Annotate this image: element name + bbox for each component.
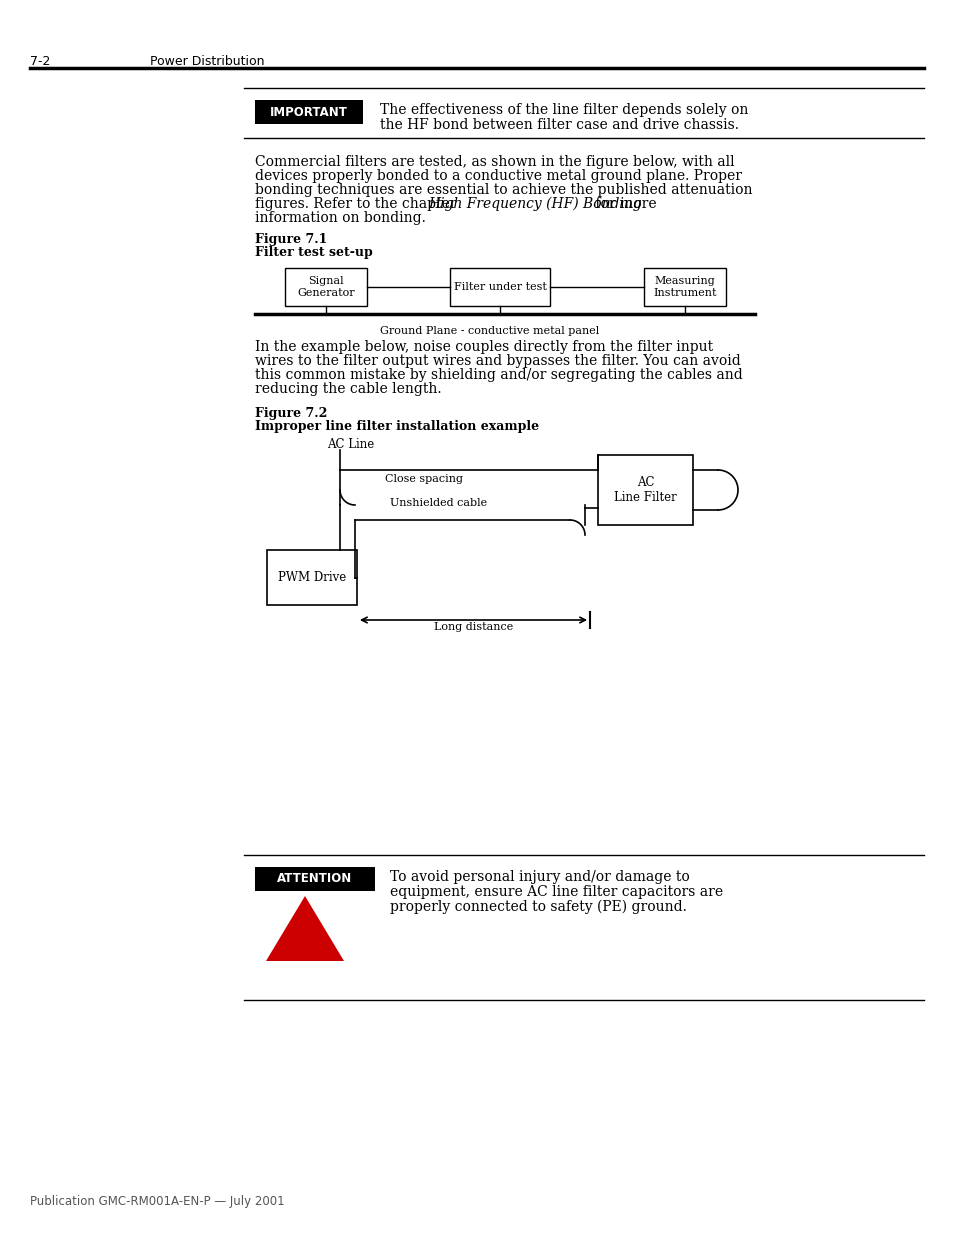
Text: Filter test set-up: Filter test set-up	[254, 246, 373, 259]
Text: wires to the filter output wires and bypasses the filter. You can avoid: wires to the filter output wires and byp…	[254, 354, 740, 368]
Bar	[254, 100, 363, 124]
Text: To avoid personal injury and/or damage to: To avoid personal injury and/or damage t…	[390, 869, 689, 884]
Text: Power Distribution: Power Distribution	[150, 56, 264, 68]
Bar	[285, 268, 367, 306]
Text: devices properly bonded to a conductive metal ground plane. Proper: devices properly bonded to a conductive …	[254, 169, 741, 183]
Text: Close spacing: Close spacing	[385, 474, 462, 484]
Bar	[450, 268, 550, 306]
Text: High Frequency (HF) Bonding: High Frequency (HF) Bonding	[428, 198, 641, 211]
Bar	[598, 454, 692, 525]
Text: In the example below, noise couples directly from the filter input: In the example below, noise couples dire…	[254, 340, 713, 354]
Text: Signal
Generator: Signal Generator	[297, 277, 355, 298]
Text: Improper line filter installation example: Improper line filter installation exampl…	[254, 420, 538, 433]
Text: equipment, ensure AC line filter capacitors are: equipment, ensure AC line filter capacit…	[390, 885, 722, 899]
Polygon shape	[266, 897, 344, 961]
Text: AC
Line Filter: AC Line Filter	[614, 475, 677, 504]
Text: reducing the cable length.: reducing the cable length.	[254, 382, 441, 396]
Text: information on bonding.: information on bonding.	[254, 211, 425, 225]
Bar	[643, 268, 725, 306]
Bar	[254, 867, 375, 890]
Text: this common mistake by shielding and/or segregating the cables and: this common mistake by shielding and/or …	[254, 368, 742, 382]
Text: The effectiveness of the line filter depends solely on: The effectiveness of the line filter dep…	[379, 103, 747, 117]
Text: Long distance: Long distance	[434, 622, 513, 632]
Text: 7-2: 7-2	[30, 56, 51, 68]
Text: ATTENTION: ATTENTION	[277, 872, 353, 885]
Text: Filter under test: Filter under test	[453, 282, 546, 291]
Text: Figure 7.1: Figure 7.1	[254, 233, 327, 246]
Text: IMPORTANT: IMPORTANT	[270, 105, 348, 119]
Text: the HF bond between filter case and drive chassis.: the HF bond between filter case and driv…	[379, 119, 739, 132]
Text: Publication GMC-RM001A-EN-P — July 2001: Publication GMC-RM001A-EN-P — July 2001	[30, 1195, 284, 1208]
Text: for more: for more	[590, 198, 656, 211]
Text: Commercial filters are tested, as shown in the figure below, with all: Commercial filters are tested, as shown …	[254, 156, 734, 169]
Text: figures. Refer to the chapter: figures. Refer to the chapter	[254, 198, 460, 211]
Text: AC Line: AC Line	[327, 438, 374, 451]
Text: Ground Plane - conductive metal panel: Ground Plane - conductive metal panel	[380, 326, 599, 336]
Text: Figure 7.2: Figure 7.2	[254, 408, 327, 420]
Bar	[267, 550, 356, 605]
Text: properly connected to safety (PE) ground.: properly connected to safety (PE) ground…	[390, 900, 686, 914]
Text: PWM Drive: PWM Drive	[277, 571, 346, 584]
Text: Measuring
Instrument: Measuring Instrument	[653, 277, 716, 298]
Text: bonding techniques are essential to achieve the published attenuation: bonding techniques are essential to achi…	[254, 183, 752, 198]
Text: Unshielded cable: Unshielded cable	[390, 498, 487, 508]
